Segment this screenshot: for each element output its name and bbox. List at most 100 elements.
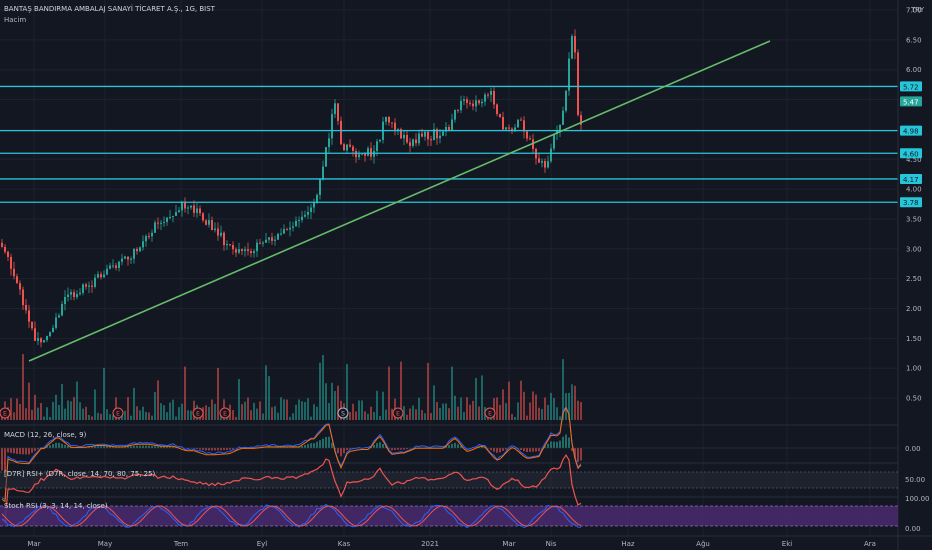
macd-histogram-bar <box>55 442 57 448</box>
price-candles[interactable] <box>1 29 582 348</box>
macd-histogram-bar <box>559 440 561 448</box>
time-axis[interactable]: Mar May Tem Eyl Kas 2021 Mar Nis Haz Ağu Eki Ara <box>27 540 876 548</box>
time-tick: May <box>98 540 112 548</box>
candle-body <box>499 113 501 118</box>
candle-body <box>262 242 264 244</box>
macd-pane[interactable] <box>0 406 898 503</box>
candle-body <box>280 233 282 235</box>
macd-histogram-bar <box>97 446 99 448</box>
candle-body <box>148 236 150 238</box>
event-marker-label: S <box>341 411 345 418</box>
event-marker[interactable] <box>392 407 404 419</box>
volume-bar <box>514 416 516 420</box>
candle-body <box>475 100 477 107</box>
trendline[interactable] <box>28 40 771 362</box>
volume-bar <box>31 409 33 420</box>
price-tick: 4.00 <box>906 186 922 194</box>
volume-bar <box>511 414 513 420</box>
macd-histogram-bar <box>94 446 96 448</box>
candle-body <box>370 148 372 157</box>
macd-histogram-bar <box>64 444 66 448</box>
candle-body <box>331 114 333 139</box>
time-tick: Tem <box>173 540 188 548</box>
event-marker[interactable] <box>219 407 231 419</box>
macd-histogram-bar <box>376 443 378 448</box>
stoch-pane[interactable] <box>1 504 582 529</box>
volume-bar <box>109 414 111 420</box>
macd-histogram-bar <box>382 444 384 448</box>
candle-body <box>154 222 156 233</box>
volume-bar <box>112 415 114 420</box>
volume-bar <box>424 413 426 420</box>
macd-histogram-bar <box>391 448 393 451</box>
volume-bar <box>352 403 354 420</box>
candle-body <box>190 205 192 208</box>
volume-bar <box>544 397 546 420</box>
event-marker-label: E <box>116 411 120 418</box>
event-marker[interactable] <box>337 407 349 419</box>
candle-body <box>292 226 294 228</box>
macd-histogram-bar <box>196 448 198 450</box>
event-marker[interactable] <box>112 407 124 419</box>
macd-histogram-bar <box>61 443 63 448</box>
volume-bar <box>463 412 465 420</box>
macd-histogram-bar <box>331 442 333 448</box>
event-marker-label: E <box>488 411 492 418</box>
time-tick: Kas <box>338 540 351 548</box>
macd-histogram-bar <box>550 441 552 448</box>
candle-body <box>256 242 258 252</box>
candle-body <box>406 134 408 143</box>
volume-bar <box>364 411 366 420</box>
event-marker[interactable] <box>0 407 11 419</box>
candle-body <box>304 214 306 217</box>
macd-histogram-bar <box>577 448 579 462</box>
macd-histogram-bar <box>163 446 165 448</box>
volume-bar <box>334 391 336 420</box>
candle-body <box>517 119 519 128</box>
candle-body <box>436 129 438 139</box>
macd-histogram-bar <box>301 445 303 448</box>
volume-bar <box>28 382 30 420</box>
candle-body <box>454 109 456 120</box>
candle-body <box>226 244 228 246</box>
volume-bar <box>538 407 540 420</box>
macd-tick: 0.00 <box>905 445 921 453</box>
volume-bar <box>22 354 24 420</box>
candle-body <box>424 131 426 137</box>
candle-body <box>277 233 279 240</box>
macd-histogram-bar <box>7 448 9 453</box>
macd-histogram-bar <box>544 446 546 448</box>
volume-bar <box>355 411 357 420</box>
volume-bar <box>85 406 87 420</box>
volume-bar <box>67 400 69 420</box>
macd-histogram-bar <box>52 444 54 448</box>
event-marker[interactable] <box>484 407 496 419</box>
macd-histogram-bar <box>223 448 225 451</box>
candle-body <box>319 178 321 195</box>
macd-histogram-bar <box>523 448 525 452</box>
macd-histogram-bar <box>49 445 51 448</box>
candle-body <box>385 116 387 122</box>
candle-body <box>238 249 240 253</box>
candle-body <box>241 249 243 251</box>
volume-bar <box>235 416 237 420</box>
volume-bar <box>322 355 324 420</box>
volume-bar <box>82 408 84 420</box>
rsi-pane[interactable] <box>0 453 898 524</box>
candle-body <box>100 274 102 278</box>
candle-body <box>490 91 492 95</box>
candle-body <box>88 285 90 287</box>
level-price-label: 4.60 <box>903 150 919 158</box>
volume-bar <box>550 392 552 420</box>
price-tick: 6.50 <box>906 36 922 44</box>
volume-bar <box>232 409 234 420</box>
symbol-title[interactable]: BANTAŞ BANDIRMA AMBALAJ SANAYİ TİCARET A… <box>4 5 215 13</box>
volume-bar <box>37 407 39 420</box>
event-marker[interactable] <box>192 407 204 419</box>
volume-label: Hacim <box>4 16 27 24</box>
candle-body <box>19 283 21 290</box>
candle-body <box>316 194 318 203</box>
macd-histogram-bar <box>451 443 453 448</box>
macd-histogram-bar <box>565 434 567 448</box>
